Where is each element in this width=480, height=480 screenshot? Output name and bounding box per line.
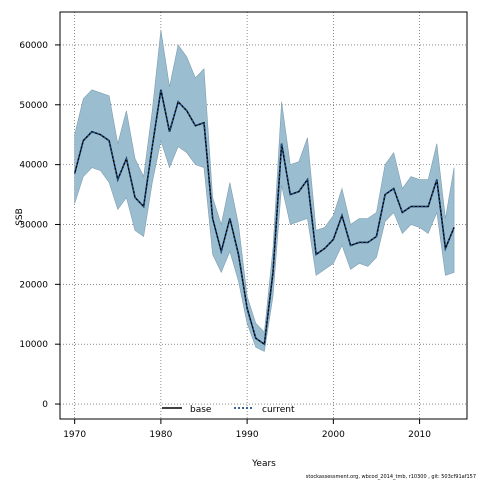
x-tick-label: 1970 <box>63 430 86 440</box>
x-tick-label: 1990 <box>236 430 259 440</box>
x-axis: 1970 1980 1990 2000 2010 <box>63 419 431 440</box>
confidence-band <box>74 29 455 352</box>
grid-lines <box>60 12 467 419</box>
y-tick-label: 30000 <box>19 220 48 230</box>
y-tick-label: 0 <box>42 400 48 410</box>
footer-note: stockassessment.org, wbcod_2014_tmb, r10… <box>306 474 476 480</box>
y-tick-label: 10000 <box>19 340 48 350</box>
legend-label-current: current <box>262 405 295 415</box>
plot-frame <box>59 11 468 420</box>
series-line-current <box>73 89 455 346</box>
x-tick-label: 2010 <box>408 430 431 440</box>
y-tick-label: 40000 <box>19 161 48 171</box>
x-tick-label: 2000 <box>322 430 345 440</box>
y-axis: 0 10000 20000 30000 40000 50000 60000 <box>19 41 60 410</box>
x-axis-title: Years <box>251 459 276 469</box>
y-tick-label: 20000 <box>19 280 48 290</box>
x-tick-label: 1980 <box>149 430 172 440</box>
y-axis-title: SSB <box>15 208 25 226</box>
legend: base current <box>162 405 295 415</box>
y-tick-label: 60000 <box>19 41 48 51</box>
legend-label-base: base <box>190 405 212 415</box>
y-tick-label: 50000 <box>19 101 48 111</box>
